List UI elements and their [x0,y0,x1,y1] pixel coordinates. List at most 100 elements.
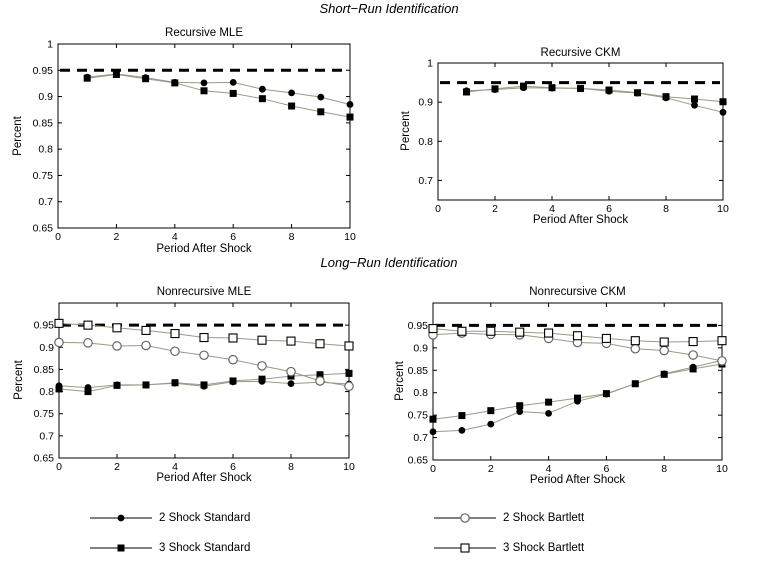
data-point [460,513,470,523]
series-line [87,73,351,105]
legend-label-2-shock-bartlett: 2 Shock Bartlett [503,512,585,524]
data-point [84,388,92,396]
data-point [544,328,554,338]
data-point [689,365,697,373]
axes-box [432,302,723,461]
data-point [113,381,121,389]
y-tick-label: 0.75 [33,170,54,182]
y-tick-label: 1 [47,39,53,51]
series-line [432,363,723,420]
x-tick-label: 0 [56,461,62,473]
x-tick-label: 4 [546,463,552,475]
data-point [317,93,325,101]
data-point [200,79,208,87]
data-point [631,380,639,388]
data-point [170,329,180,339]
legend-swatch-3-shock-bartlett-icon [434,543,496,553]
legend-swatch-3-shock-standard-icon [90,544,152,552]
data-point [719,108,727,116]
data-point [491,85,499,93]
y-tick-label: 0.7 [413,432,428,444]
data-point [287,380,295,387]
plot-nonrecursive-mle: 0 2 4 6 8 10 0.65 0.7 0.75 0.8 0.85 0.9 0.95 [34,302,355,473]
data-point [117,514,125,522]
data-point [229,78,237,86]
data-point [429,428,437,436]
y-tick-label: 0.9 [418,97,433,109]
x-tick-label: 0 [435,203,441,215]
data-point [630,343,641,354]
x-tick-label: 0 [430,463,436,475]
data-point [634,89,641,97]
y-tick-label: 0.7 [39,430,54,442]
chart-title-nonrecursive-mle: Nonrecursive MLE [156,286,252,298]
y-tick-label: 0.75 [34,408,55,420]
x-tick-label: 0 [55,231,61,243]
y-tick-label: 0.65 [33,223,54,235]
data-point [54,318,64,328]
y-axis-label-recursive-ckm: Percent [400,111,412,151]
y-tick-label: 0.95 [34,320,55,332]
y-tick-label: 0.65 [34,453,55,465]
legend-entry-3-shock-bartlett: 3 Shock Bartlett [433,541,584,555]
y-tick-label: 0.85 [34,364,55,376]
data-point [545,409,552,417]
data-point [688,350,698,360]
x-tick-label: 2 [113,231,119,243]
data-point [286,366,296,377]
data-point [662,93,670,101]
x-tick-label: 6 [230,461,236,473]
data-point [487,407,495,415]
series-line [87,73,351,118]
y-tick-label: 0.75 [408,410,429,422]
data-point [601,333,611,343]
short-run-section-title: Short−Run Identification [319,1,459,16]
data-point [259,85,266,93]
data-point [141,325,151,336]
legend-label-3-shock-bartlett: 3 Shock Bartlett [503,542,585,554]
plot-recursive-mle: 0 2 4 6 8 10 0.65 0.7 0.75 0.8 0.85 0.9 0.95 1 [33,39,356,244]
data-point [55,385,63,393]
y-tick-label: 0.65 [408,455,429,467]
data-point [691,95,698,103]
x-tick-label: 4 [172,461,178,473]
data-point [346,101,354,108]
data-point [199,332,209,343]
data-point [345,369,353,377]
y-axis-label-nonrecursive-mle: Percent [13,360,25,400]
data-point [171,379,179,387]
x-tick-label: 6 [606,203,612,215]
data-point [574,394,581,402]
data-point [516,408,524,415]
y-tick-label: 0.9 [413,342,428,354]
x-tick-label: 8 [661,463,667,475]
legend-entry-2-shock-standard: 2 Shock Standard [89,511,250,525]
data-point [428,324,438,334]
data-point [660,370,668,378]
data-point [344,381,354,392]
x-tick-label: 6 [230,231,236,243]
data-point [344,341,354,351]
data-point [170,346,180,357]
data-point [572,331,583,341]
legend-swatch-2-shock-bartlett-icon [434,513,496,523]
legend-label-3-shock-standard: 3 Shock Standard [159,542,251,554]
y-tick-label: 0.95 [33,65,54,77]
data-point [288,89,295,97]
x-axis-label-nonrecursive-ckm: Period After Shock [529,474,626,486]
data-point [228,333,238,343]
data-point [486,326,496,336]
x-tick-label: 2 [114,461,120,473]
data-point [516,402,524,410]
data-point [257,335,267,345]
data-point [429,415,437,423]
y-tick-label: 0.85 [33,117,54,129]
x-tick-label: 4 [549,203,555,215]
legend-swatch-2-shock-standard-icon [90,514,152,522]
y-tick-label: 0.95 [408,320,429,332]
data-point [520,82,527,90]
x-tick-label: 8 [288,461,294,473]
legend-entry-2-shock-bartlett: 2 Shock Bartlett [433,511,584,525]
y-tick-label: 0.85 [408,365,429,377]
